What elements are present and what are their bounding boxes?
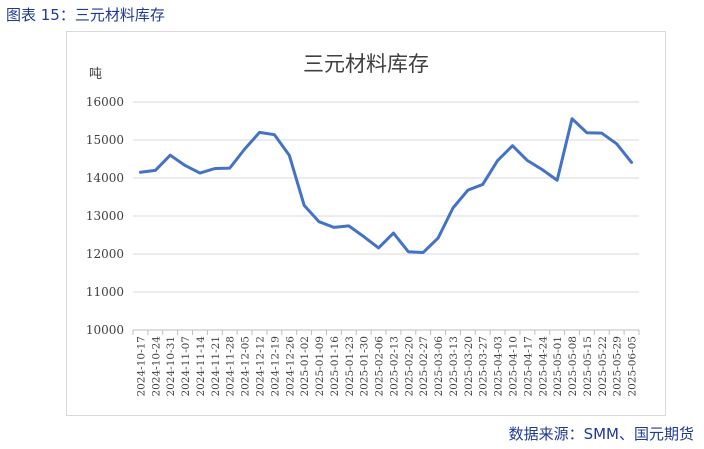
- x-tick-label: 2025-01-16: [329, 336, 341, 397]
- x-tick-label: 2025-02-06: [374, 336, 386, 397]
- x-tick-label: 2024-12-26: [284, 336, 296, 397]
- x-tick-label: 2025-01-02: [299, 336, 311, 397]
- y-tick-label: 16000: [86, 95, 124, 109]
- figure-caption: 图表 15：三元材料库存: [6, 6, 165, 24]
- x-tick-label: 2025-05-01: [552, 336, 564, 397]
- x-tick-label: 2025-02-13: [388, 336, 400, 397]
- y-unit-label: 吨: [89, 67, 103, 82]
- x-tick-label: 2025-05-08: [567, 336, 579, 397]
- inventory-series-line: [138, 117, 634, 254]
- x-tick-label: 2025-03-27: [478, 336, 490, 397]
- x-tick-label: 2024-11-21: [210, 336, 222, 397]
- x-tick-label: 2024-12-05: [240, 336, 252, 397]
- x-tick-label: 2025-01-09: [314, 336, 326, 397]
- y-tick-label: 11000: [86, 285, 124, 299]
- x-tick-label: 2025-03-06: [433, 336, 445, 397]
- y-tick-label: 15000: [86, 133, 124, 147]
- data-source-note: 数据来源：SMM、国元期货: [508, 425, 694, 443]
- x-tick-label: 2025-04-10: [508, 336, 520, 397]
- x-tick-label: 2024-10-17: [135, 336, 147, 397]
- x-tick-label: 2024-10-31: [165, 336, 177, 397]
- x-tick-label: 2024-10-24: [150, 336, 162, 397]
- x-tick-label: 2025-04-17: [522, 336, 534, 397]
- x-tick-label: 2025-01-30: [359, 336, 371, 397]
- x-tick-label: 2025-04-24: [537, 336, 549, 397]
- x-tick-label: 2024-11-28: [225, 336, 237, 397]
- chart-frame: 三元材料库存 吨 10000 11000 12000 13000 14000 15000 1…: [66, 31, 666, 416]
- y-tick-label: 14000: [86, 171, 124, 185]
- x-tick-label: 2024-12-12: [255, 336, 267, 397]
- y-tick-label: 13000: [86, 209, 124, 223]
- x-tick-label: 2025-02-20: [403, 336, 415, 397]
- x-tick-label: 2024-11-07: [180, 336, 192, 397]
- x-tick-label: 2025-05-22: [597, 336, 609, 397]
- x-tick-label: 2025-05-15: [582, 336, 594, 397]
- x-tick-label: 2025-06-05: [627, 336, 639, 397]
- x-tick-label: 2024-11-14: [195, 336, 207, 397]
- y-tick-label: 10000: [86, 323, 124, 337]
- line-chart-plot: 10000 11000 12000 13000 14000 15000 16000 2024-…: [86, 95, 640, 397]
- x-tick-label: 2025-01-23: [344, 336, 356, 397]
- chart-title: 三元材料库存: [303, 52, 429, 76]
- x-tick-label: 2025-04-03: [493, 336, 505, 397]
- x-tick-label: 2025-02-27: [418, 336, 430, 397]
- x-tick-label: 2024-12-19: [269, 336, 281, 397]
- y-tick-label: 12000: [86, 247, 124, 261]
- x-tick-label: 2025-03-13: [448, 336, 460, 397]
- x-tick-label: 2025-05-29: [612, 336, 624, 397]
- x-tick-label: 2025-03-20: [463, 336, 475, 397]
